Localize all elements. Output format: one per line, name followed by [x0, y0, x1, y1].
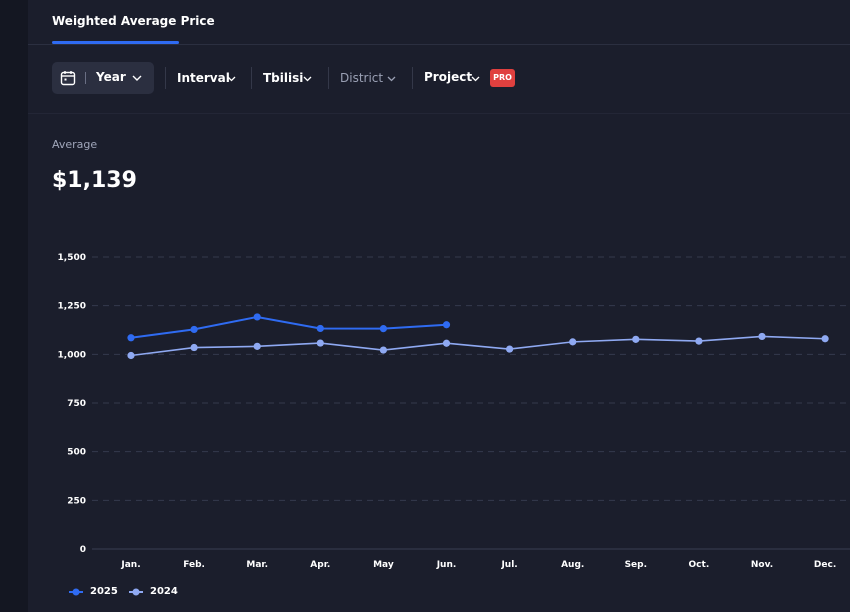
series-line-2024: [131, 336, 825, 355]
x-tick-label: Dec.: [814, 560, 836, 570]
x-axis: Jan. Feb. Mar. Apr. May Jun. Jul. Aug. Sep. Oct. N…: [120, 560, 836, 570]
chart-series: [127, 313, 828, 359]
data-point-2024[interactable]: [822, 335, 829, 342]
y-tick-label: 1,250: [58, 302, 86, 312]
data-point-2024[interactable]: [632, 336, 639, 343]
x-tick-label: Nov.: [751, 560, 773, 570]
data-point-2024[interactable]: [317, 339, 324, 346]
y-tick-label: 1,000: [58, 350, 86, 360]
x-tick-label: Oct.: [689, 560, 710, 570]
data-point-2025[interactable]: [127, 334, 134, 341]
legend-label-2024: 2024: [150, 586, 178, 597]
data-point-2024[interactable]: [443, 340, 450, 347]
data-point-2024[interactable]: [695, 337, 702, 344]
x-tick-label: Sep.: [625, 560, 647, 570]
y-tick-label: 0: [80, 545, 86, 555]
x-tick-label: Jan.: [120, 560, 140, 570]
legend-marker-2025: [68, 586, 90, 598]
x-tick-label: Apr.: [310, 560, 330, 570]
data-point-2025[interactable]: [191, 326, 198, 333]
legend-marker-2024: [128, 586, 150, 598]
x-tick-label: Aug.: [561, 560, 584, 570]
data-point-2025[interactable]: [380, 325, 387, 332]
y-axis: 0 250 500 750 1,000 1,250 1,500: [58, 253, 86, 555]
x-tick-label: Feb.: [183, 560, 205, 570]
data-point-2024[interactable]: [380, 346, 387, 353]
data-point-2024[interactable]: [254, 343, 261, 350]
x-tick-label: Jul.: [500, 560, 517, 570]
series-line-2025: [131, 317, 447, 338]
data-point-2025[interactable]: [254, 313, 261, 320]
data-point-2024[interactable]: [569, 338, 576, 345]
data-point-2024[interactable]: [191, 344, 198, 351]
y-tick-label: 1,500: [58, 253, 86, 263]
x-tick-label: Mar.: [246, 560, 268, 570]
data-point-2025[interactable]: [317, 325, 324, 332]
legend-label-2025: 2025: [90, 586, 118, 597]
x-tick-label: May: [373, 560, 394, 570]
data-point-2024[interactable]: [127, 352, 134, 359]
chart-grid: [92, 257, 850, 549]
y-tick-label: 500: [67, 448, 86, 458]
y-tick-label: 750: [67, 399, 86, 409]
x-tick-label: Jun.: [436, 560, 457, 570]
y-tick-label: 250: [67, 496, 86, 506]
data-point-2024[interactable]: [758, 333, 765, 340]
data-point-2025[interactable]: [443, 321, 450, 328]
data-point-2024[interactable]: [506, 345, 513, 352]
